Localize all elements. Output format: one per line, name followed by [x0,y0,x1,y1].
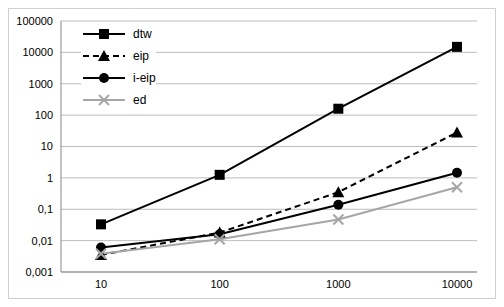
svg-text:10000: 10000 [22,46,53,58]
svg-text:0,01: 0,01 [32,235,53,247]
svg-text:100: 100 [210,278,228,290]
svg-text:10: 10 [41,140,53,152]
svg-text:10000: 10000 [442,278,473,290]
svg-text:0,1: 0,1 [38,203,53,215]
html-text:i-eip: i-eip [133,71,156,85]
html-text:eip: eip [133,49,149,63]
svg-text:0,001: 0,001 [25,266,53,278]
html-text:dtw: dtw [133,27,152,41]
svg-text:100000: 100000 [16,15,53,27]
svg-text:100: 100 [35,109,53,121]
svg-text:1000: 1000 [326,278,350,290]
svg-text:10: 10 [95,278,107,290]
svg-text:1: 1 [47,172,53,184]
html-text:ed: ed [133,93,147,107]
svg-text:1000: 1000 [29,78,53,90]
